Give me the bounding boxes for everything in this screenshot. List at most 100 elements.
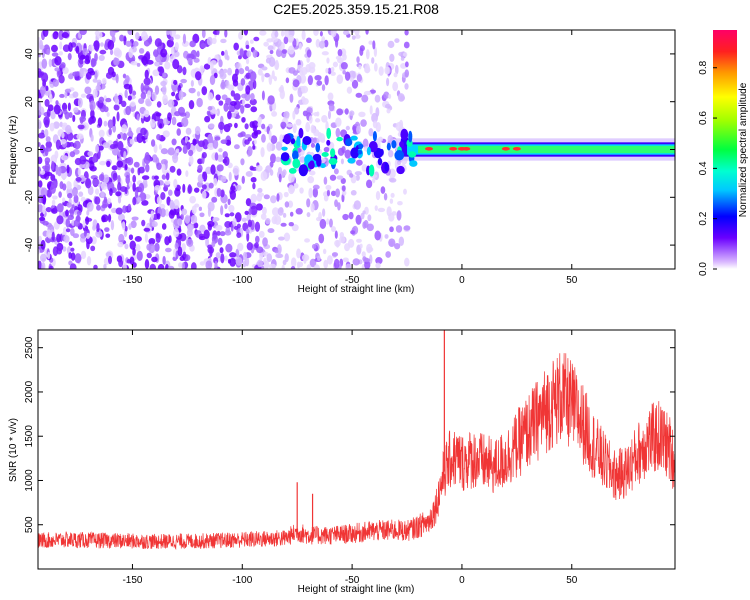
- heatmap-speckle: [184, 136, 189, 144]
- heatmap-speckle: [323, 259, 329, 269]
- heatmap-speckle: [394, 38, 400, 43]
- heatmap-speckle: [321, 51, 329, 56]
- heatmap-speckle: [315, 38, 321, 48]
- heatmap-speckle: [322, 248, 327, 255]
- heatmap-speckle: [297, 261, 304, 268]
- heatmap-speckle: [371, 112, 378, 123]
- heatmap-speckle: [337, 49, 343, 57]
- heatmap-speckle: [181, 262, 186, 269]
- heatmap-speckle: [296, 248, 301, 259]
- heatmap-y-ticks: -40 -20 0 20 40: [24, 48, 675, 252]
- heatmap-speckle: [355, 92, 363, 98]
- heatmap-speckle: [383, 91, 390, 99]
- heatmap-speckle: [58, 51, 64, 56]
- heatmap-speckle: [275, 59, 279, 70]
- heatmap-speckle: [201, 30, 206, 39]
- heatmap-speckle: [301, 30, 306, 41]
- heatmap-speckle: [276, 253, 284, 259]
- colorbar-tick-label: 0.2: [698, 211, 709, 225]
- heatmap-speckle: [209, 75, 216, 86]
- heatmap-speckle: [216, 230, 221, 236]
- heatmap-speckle: [334, 38, 339, 48]
- heatmap-speckle: [136, 133, 144, 144]
- heatmap-speckle: [177, 246, 183, 257]
- heatmap-speckle: [395, 121, 403, 132]
- heatmap-speckle: [314, 118, 321, 123]
- heatmap-speckle: [56, 233, 61, 243]
- heatmap-speckle: [174, 34, 181, 40]
- heatmap-speckle: [214, 260, 218, 269]
- heatmap-speckle: [351, 79, 359, 89]
- x-tick-label: 50: [566, 575, 578, 586]
- heatmap-speckle: [160, 159, 168, 166]
- heatmap-speckle: [150, 119, 156, 128]
- heatmap-speckle: [90, 134, 94, 142]
- heatmap-speckle: [164, 61, 171, 70]
- heatmap-speckle: [369, 89, 376, 94]
- heatmap-speckle: [106, 160, 111, 168]
- heatmap-speckle: [331, 252, 339, 257]
- heatmap-speckle: [107, 197, 112, 205]
- heatmap-speckle: [249, 39, 254, 44]
- heatmap-speckle: [192, 138, 197, 146]
- heatmap-speckle: [270, 153, 276, 164]
- heatmap-speckle: [266, 142, 273, 152]
- heatmap-speckle: [109, 30, 116, 37]
- heatmap-speckle: [310, 124, 315, 134]
- heatmap-speckle: [306, 107, 313, 114]
- heatmap-speckle: [306, 56, 310, 63]
- heatmap-speckle: [172, 59, 180, 70]
- heatmap-speckle: [73, 194, 79, 204]
- heatmap-speckle: [368, 128, 374, 137]
- heatmap-speckle: [293, 182, 299, 189]
- heatmap-speckle: [110, 207, 117, 214]
- heatmap-speckle: [102, 174, 110, 184]
- heatmap-speckle: [385, 251, 391, 258]
- y-tick-label: 40: [24, 48, 35, 60]
- heatmap-speckle: [242, 251, 248, 261]
- heatmap-speckle: [245, 228, 250, 234]
- heatmap-speckle: [235, 248, 240, 258]
- heatmap-speckle: [58, 75, 65, 84]
- heatmap-speckle: [312, 184, 320, 190]
- x-tick-label: -50: [345, 275, 360, 286]
- heatmap-speckle: [365, 179, 373, 189]
- heatmap-speckle: [319, 31, 323, 37]
- heatmap-speckle: [267, 45, 274, 51]
- band-blob: [408, 130, 413, 143]
- heatmap-speckle: [260, 146, 265, 158]
- heatmap-speckle: [230, 185, 236, 191]
- heatmap-speckle: [259, 30, 267, 36]
- heatmap-speckle: [140, 82, 145, 93]
- heatmap-speckle: [55, 100, 59, 106]
- heatmap-speckle: [236, 232, 242, 238]
- heatmap-speckle: [257, 121, 262, 128]
- band-blob: [321, 151, 329, 158]
- heatmap-speckle: [85, 232, 91, 239]
- heatmap-speckle: [275, 141, 283, 151]
- heatmap-speckle: [199, 65, 204, 74]
- heatmap-speckle: [151, 256, 158, 263]
- heatmap-speckle: [326, 57, 330, 64]
- heatmap-speckle: [85, 216, 90, 225]
- heatmap-speckle: [224, 203, 228, 210]
- heatmap-speckle: [207, 142, 215, 151]
- heatmap-speckle: [404, 257, 410, 267]
- heatmap-speckle: [56, 247, 63, 255]
- heatmap-speckle: [218, 148, 223, 153]
- heatmap-speckle: [354, 30, 360, 36]
- heatmap-speckle: [344, 108, 349, 115]
- heatmap-speckle: [392, 81, 399, 92]
- heatmap-speckle: [250, 205, 258, 216]
- heatmap-speckle: [201, 86, 208, 96]
- heatmap-speckle: [242, 98, 246, 107]
- heatmap-speckle: [213, 72, 218, 79]
- heatmap-speckle: [220, 253, 225, 264]
- heatmap-speckle: [288, 222, 295, 227]
- heatmap-speckle: [364, 66, 371, 74]
- chart-title: C2E5.2025.359.15.21.R08: [273, 1, 439, 17]
- heatmap-speckle: [78, 191, 84, 197]
- heatmap-speckle: [59, 41, 63, 50]
- heatmap-speckle: [144, 69, 149, 80]
- heatmap-speckle: [69, 263, 77, 269]
